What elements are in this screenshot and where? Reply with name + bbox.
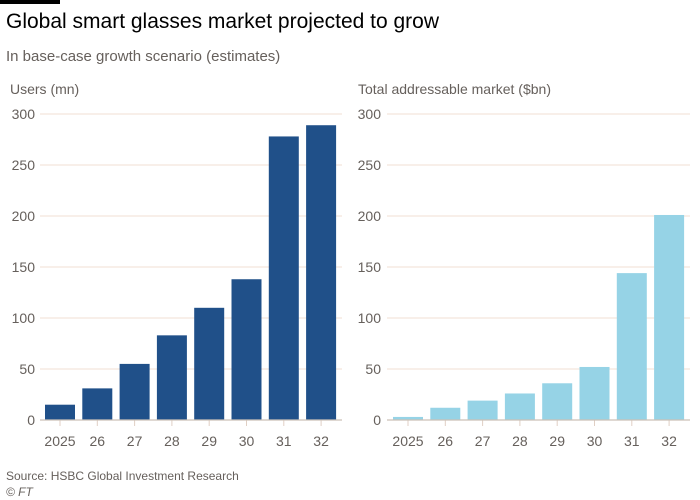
bar-30 [579, 366, 610, 420]
y-tick-label: 50 [365, 361, 381, 377]
users-axis-title: Users (mn) [10, 81, 79, 97]
market-chart: Total addressable market ($bn) 0 50 100 150… [358, 81, 690, 449]
x-tick-label: 27 [127, 433, 143, 449]
users-chart: Users (mn) 0 50 100 150 200 250 300 2025 26 27 28 2… [10, 81, 342, 449]
x-tick-label: 26 [438, 433, 454, 449]
x-tick-label: 29 [201, 433, 217, 449]
bar-31 [616, 273, 647, 420]
x-tick-label: 32 [313, 433, 329, 449]
bar-30 [231, 279, 262, 420]
source-note: Source: HSBC Global Investment Research [6, 469, 239, 483]
y-tick-label: 200 [12, 208, 36, 224]
bar-29 [542, 383, 573, 420]
bar-29 [194, 307, 225, 420]
bar-2025 [45, 404, 75, 420]
x-tick-label: 28 [164, 433, 180, 449]
y-tick-label: 150 [12, 259, 36, 275]
x-tick-label: 2025 [44, 433, 75, 449]
bar-27 [467, 400, 498, 420]
x-tick-label: 31 [624, 433, 640, 449]
y-tick-label: 100 [12, 310, 36, 326]
bar-26 [430, 407, 461, 420]
x-tick-label: 2025 [392, 433, 423, 449]
bar-28 [504, 393, 535, 420]
x-tick-label: 30 [239, 433, 255, 449]
chart-subtitle: In base-case growth scenario (estimates) [6, 48, 281, 65]
y-tick-label: 200 [358, 208, 382, 224]
y-tick-label: 100 [358, 310, 382, 326]
bar-31 [268, 136, 299, 420]
x-tick-label: 29 [549, 433, 565, 449]
y-tick-label: 300 [12, 106, 36, 122]
y-tick-label: 50 [19, 361, 35, 377]
x-tick-label: 26 [90, 433, 106, 449]
bar-28 [156, 335, 187, 420]
chart-title: Global smart glasses market projected to… [6, 10, 440, 33]
x-tick-label: 31 [276, 433, 292, 449]
brand-bar [0, 0, 60, 4]
market-axis-title: Total addressable market ($bn) [358, 81, 551, 97]
bar-32 [306, 125, 337, 420]
y-tick-label: 250 [358, 157, 382, 173]
y-tick-label: 250 [12, 157, 36, 173]
x-tick-label: 28 [512, 433, 528, 449]
ft-credit: © FT [6, 485, 33, 499]
y-tick-label: 0 [27, 412, 35, 428]
y-tick-label: 150 [358, 259, 382, 275]
x-tick-label: 32 [661, 433, 677, 449]
y-tick-label: 300 [358, 106, 382, 122]
bar-2025 [393, 416, 423, 420]
bar-27 [119, 363, 150, 420]
bar-26 [82, 388, 113, 420]
x-tick-label: 30 [587, 433, 603, 449]
x-tick-label: 27 [475, 433, 491, 449]
bar-32 [654, 214, 685, 420]
y-tick-label: 0 [373, 412, 381, 428]
